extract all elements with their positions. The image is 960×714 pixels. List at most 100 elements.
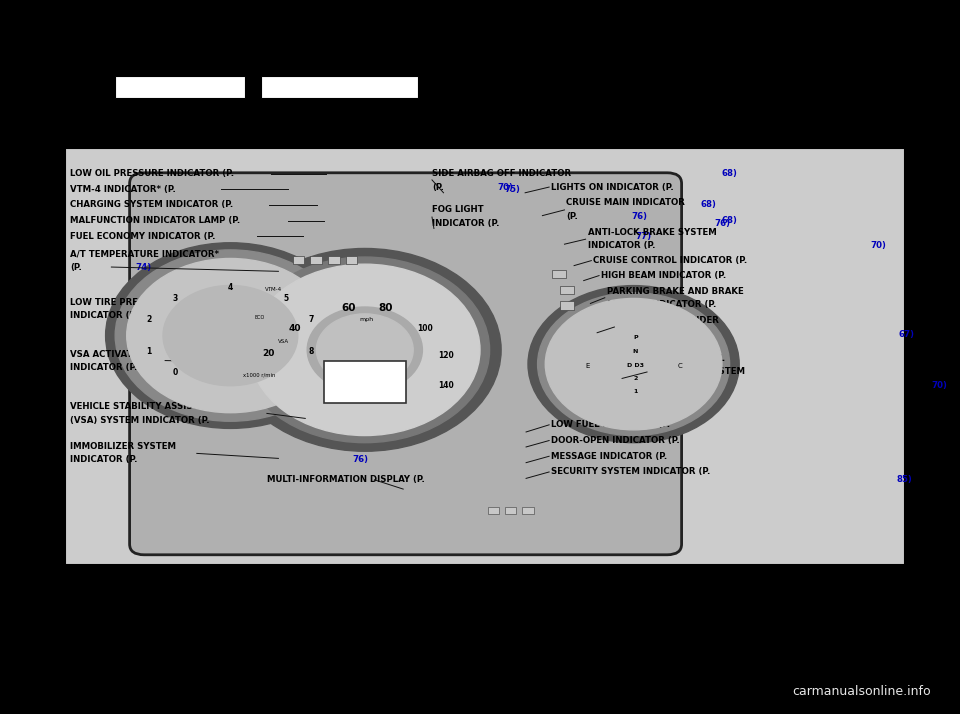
Text: P: P xyxy=(634,334,637,340)
Text: 71): 71) xyxy=(352,363,369,372)
Circle shape xyxy=(307,307,422,393)
Circle shape xyxy=(115,250,346,421)
Text: SECURITY SYSTEM INDICATOR (P.: SECURITY SYSTEM INDICATOR (P. xyxy=(551,468,710,476)
Text: 2: 2 xyxy=(634,376,637,381)
Text: E: E xyxy=(586,363,589,369)
Text: INDICATOR (P.: INDICATOR (P. xyxy=(616,330,684,338)
Text: 60: 60 xyxy=(341,303,356,313)
Text: CRUISE CONTROL INDICATOR (P.: CRUISE CONTROL INDICATOR (P. xyxy=(593,256,748,265)
Text: VSA: VSA xyxy=(277,338,289,344)
Text: 8: 8 xyxy=(309,348,314,356)
Text: 77): 77) xyxy=(635,232,651,241)
Text: LIGHTS ON INDICATOR (P.: LIGHTS ON INDICATOR (P. xyxy=(551,183,674,191)
Text: 72): 72) xyxy=(352,311,369,320)
Text: 68): 68) xyxy=(700,201,716,209)
Text: FOG LIGHT: FOG LIGHT xyxy=(432,206,484,214)
Text: 75): 75) xyxy=(505,185,520,193)
Text: 74): 74) xyxy=(135,263,152,271)
Circle shape xyxy=(163,286,298,386)
Text: 2: 2 xyxy=(147,315,152,323)
Text: (P.: (P. xyxy=(566,212,578,221)
Text: 100: 100 xyxy=(418,324,433,333)
Text: 76): 76) xyxy=(632,212,648,221)
Text: 67): 67) xyxy=(899,330,915,338)
Text: INDICATOR (P.: INDICATOR (P. xyxy=(70,363,137,372)
Text: VEHICLE STABILITY ASSIST: VEHICLE STABILITY ASSIST xyxy=(70,403,199,411)
Text: INDICATOR (P.: INDICATOR (P. xyxy=(70,311,137,320)
Text: SIDE AIRBAG OFF INDICATOR: SIDE AIRBAG OFF INDICATOR xyxy=(432,169,571,178)
FancyBboxPatch shape xyxy=(552,270,566,278)
Text: D D3: D D3 xyxy=(627,363,644,368)
Text: HIGH BEAM INDICATOR (P.: HIGH BEAM INDICATOR (P. xyxy=(601,271,726,280)
FancyBboxPatch shape xyxy=(324,361,406,403)
Text: MALFUNCTION INDICATOR LAMP (P.: MALFUNCTION INDICATOR LAMP (P. xyxy=(70,216,240,225)
Text: ANTI-LOCK BRAKE SYSTEM: ANTI-LOCK BRAKE SYSTEM xyxy=(588,228,716,236)
Text: ECO: ECO xyxy=(254,315,264,321)
Text: VTM-4 INDICATOR* (P.: VTM-4 INDICATOR* (P. xyxy=(70,185,176,193)
Circle shape xyxy=(545,298,722,430)
Text: 120: 120 xyxy=(439,351,454,360)
Text: 3: 3 xyxy=(172,294,178,303)
Text: LOW TIRE PRESSURE: LOW TIRE PRESSURE xyxy=(70,298,170,306)
Text: 70): 70) xyxy=(870,241,886,250)
Text: x1000 r/min: x1000 r/min xyxy=(243,372,276,378)
Text: DOOR-OPEN INDICATOR (P.: DOOR-OPEN INDICATOR (P. xyxy=(551,436,680,445)
Text: (VSA) SYSTEM INDICATOR (P.: (VSA) SYSTEM INDICATOR (P. xyxy=(70,416,209,425)
Text: 76): 76) xyxy=(714,219,731,228)
FancyBboxPatch shape xyxy=(261,76,418,98)
FancyBboxPatch shape xyxy=(488,507,499,514)
Text: MESSAGE INDICATOR (P.: MESSAGE INDICATOR (P. xyxy=(551,452,667,461)
Text: INDICATOR (P.: INDICATOR (P. xyxy=(70,456,137,464)
Text: carmanualsonline.info: carmanualsonline.info xyxy=(793,685,931,698)
FancyBboxPatch shape xyxy=(130,173,682,555)
FancyBboxPatch shape xyxy=(560,286,574,294)
Text: IMMOBILIZER SYSTEM: IMMOBILIZER SYSTEM xyxy=(70,442,176,451)
Text: 85): 85) xyxy=(897,476,913,484)
Text: SUPPLEMENTAL: SUPPLEMENTAL xyxy=(649,354,725,363)
Text: 70): 70) xyxy=(931,381,948,390)
Text: 76): 76) xyxy=(352,456,369,464)
Circle shape xyxy=(317,314,413,386)
Text: 0: 0 xyxy=(172,368,178,377)
Circle shape xyxy=(228,248,501,451)
Text: CHARGING SYSTEM INDICATOR (P.: CHARGING SYSTEM INDICATOR (P. xyxy=(70,201,233,209)
Text: 5: 5 xyxy=(283,294,289,303)
Text: VTM-4: VTM-4 xyxy=(265,286,282,292)
Text: C: C xyxy=(678,363,682,369)
Text: INDICATOR (P.: INDICATOR (P. xyxy=(588,241,655,250)
Circle shape xyxy=(240,257,490,443)
Text: 1: 1 xyxy=(634,388,637,394)
Text: SYSTEM INDICATOR (P.: SYSTEM INDICATOR (P. xyxy=(607,301,716,309)
Text: Main Menu: Main Menu xyxy=(152,82,208,92)
Text: LOW FUEL INDICATOR (P.: LOW FUEL INDICATOR (P. xyxy=(551,421,670,429)
Text: 7: 7 xyxy=(309,315,314,323)
Text: 1: 1 xyxy=(147,348,152,356)
FancyBboxPatch shape xyxy=(328,256,340,264)
FancyBboxPatch shape xyxy=(522,507,534,514)
FancyBboxPatch shape xyxy=(115,76,245,98)
Text: mph: mph xyxy=(360,317,373,323)
FancyBboxPatch shape xyxy=(346,256,357,264)
Text: 80: 80 xyxy=(378,303,394,313)
Circle shape xyxy=(538,293,730,436)
Text: 71): 71) xyxy=(635,416,651,425)
Text: 70): 70) xyxy=(497,183,513,191)
Text: INDICATOR (P.: INDICATOR (P. xyxy=(432,219,499,228)
Text: SEAT BELT REMINDER: SEAT BELT REMINDER xyxy=(616,316,719,325)
Text: N: N xyxy=(633,348,638,354)
FancyBboxPatch shape xyxy=(310,256,322,264)
Circle shape xyxy=(528,286,739,443)
Text: INDICATOR (P.: INDICATOR (P. xyxy=(649,381,716,390)
Text: 140: 140 xyxy=(439,381,454,390)
Text: FUEL ECONOMY INDICATOR (P.: FUEL ECONOMY INDICATOR (P. xyxy=(70,232,216,241)
Text: LOW OIL PRESSURE INDICATOR (P.: LOW OIL PRESSURE INDICATOR (P. xyxy=(70,169,234,178)
Text: 40: 40 xyxy=(288,324,301,333)
Text: (P.: (P. xyxy=(432,183,444,191)
Text: 4: 4 xyxy=(228,283,233,292)
Text: VSA ACTIVATION: VSA ACTIVATION xyxy=(70,350,150,358)
Text: 20: 20 xyxy=(263,349,275,358)
Circle shape xyxy=(106,243,355,428)
FancyBboxPatch shape xyxy=(505,507,516,514)
Text: 68): 68) xyxy=(722,169,737,178)
Text: CRUISE MAIN INDICATOR: CRUISE MAIN INDICATOR xyxy=(566,198,685,207)
